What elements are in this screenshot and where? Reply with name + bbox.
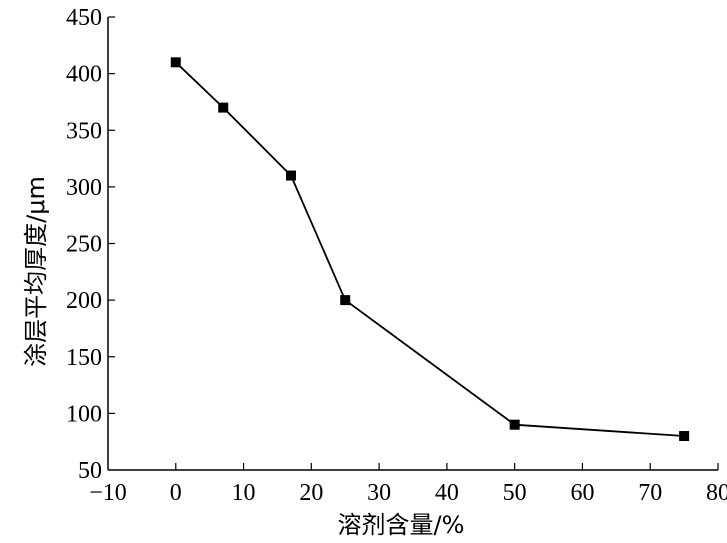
x-tick-label: 60 xyxy=(570,480,594,506)
x-ticks: −10 0 10 20 30 40 50 60 70 80 xyxy=(89,463,727,506)
y-tick-label: 350 xyxy=(66,118,102,144)
data-point xyxy=(679,431,690,442)
x-tick-label: 70 xyxy=(638,480,662,506)
series-line xyxy=(175,61,685,437)
y-tick-label: 200 xyxy=(66,288,102,314)
series-layer xyxy=(170,57,690,442)
data-point xyxy=(218,102,229,113)
y-tick-label: 450 xyxy=(66,5,102,31)
x-tick-label: 80 xyxy=(706,480,727,506)
y-tick-label: 100 xyxy=(66,401,102,427)
y-tick-label: 250 xyxy=(66,232,102,258)
x-tick-label: 40 xyxy=(435,480,459,506)
x-tick-label: −10 xyxy=(89,480,127,506)
x-tick-label: 20 xyxy=(299,480,323,506)
data-point xyxy=(509,419,520,430)
y-ticks: 50 100 150 200 250 300 350 400 450 xyxy=(66,5,115,484)
y-tick-label: 150 xyxy=(66,345,102,371)
y-axis-title: 涂层平均厚度/μm xyxy=(22,176,50,367)
x-tick-label: 30 xyxy=(367,480,391,506)
x-tick-label: 50 xyxy=(503,480,527,506)
x-tick-label: 10 xyxy=(232,480,256,506)
x-tick-label: 0 xyxy=(170,480,182,506)
y-tick-label: 300 xyxy=(66,175,102,201)
y-tick-label: 50 xyxy=(78,458,102,484)
data-point xyxy=(340,295,351,306)
data-point xyxy=(286,170,296,181)
data-point xyxy=(170,57,181,68)
x-axis-title: 溶剂含量/% xyxy=(338,511,465,539)
y-tick-label: 400 xyxy=(66,62,102,88)
